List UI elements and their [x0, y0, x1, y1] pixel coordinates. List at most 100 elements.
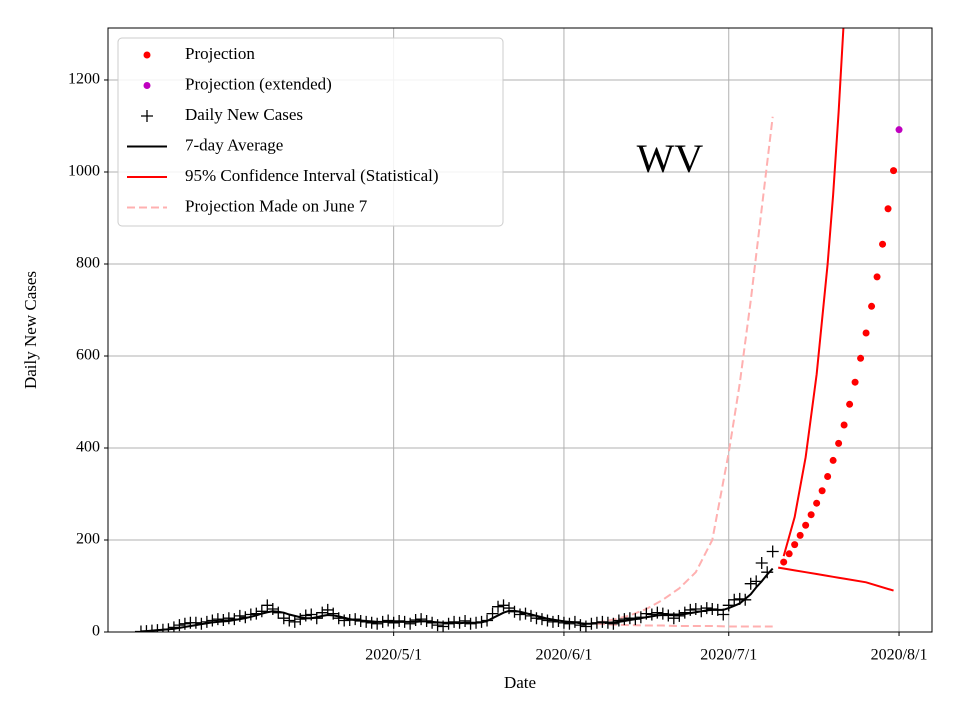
case-marker [766, 545, 779, 558]
case-marker [398, 615, 411, 628]
case-marker [310, 612, 323, 625]
case-marker [349, 613, 362, 626]
y-tick-label: 1000 [68, 163, 100, 180]
case-marker [459, 614, 472, 627]
y-tick-label: 200 [76, 531, 100, 548]
case-marker [470, 616, 483, 629]
case-marker [486, 607, 499, 620]
case-marker [195, 617, 208, 630]
case-marker [437, 620, 450, 632]
projection-dot [835, 439, 843, 447]
legend-label: Projection [185, 44, 255, 63]
projection-dot [868, 302, 876, 310]
case-marker [426, 616, 439, 629]
axes-frame [107, 27, 933, 633]
case-marker [579, 620, 592, 632]
projection-dot [824, 473, 832, 481]
projection-dot [829, 456, 837, 464]
case-marker [623, 612, 636, 625]
projection-dot [846, 400, 854, 408]
case-marker [162, 623, 175, 632]
case-marker [211, 613, 224, 626]
projection-dot [818, 487, 826, 495]
case-marker [244, 608, 257, 621]
line-upper [782, 28, 845, 557]
legend-label: 95% Confidence Interval (Statistical) [185, 166, 439, 185]
case-marker [316, 606, 329, 619]
projection-dot [895, 126, 903, 134]
case-marker [678, 606, 691, 619]
case-marker [250, 607, 263, 620]
projection-dot [802, 521, 810, 529]
case-marker [475, 615, 488, 628]
case-marker [497, 599, 510, 612]
case-marker [607, 617, 620, 630]
legend-box [117, 37, 504, 227]
case-marker [552, 614, 565, 627]
line-upper [596, 116, 774, 624]
case-marker [645, 608, 658, 621]
case-marker [689, 602, 702, 615]
x-tick-label: 2020/5/1 [365, 647, 422, 664]
projection-dot [879, 240, 887, 248]
case-marker [651, 606, 664, 619]
case-marker [409, 614, 422, 627]
case-marker [568, 615, 581, 628]
case-marker [492, 600, 505, 613]
x-tick-label: 2020/7/1 [700, 647, 757, 664]
projection-dot [813, 499, 821, 507]
case-marker [519, 607, 532, 620]
case-marker [387, 616, 400, 629]
case-marker [299, 609, 312, 622]
case-marker [228, 613, 241, 626]
legend-marker [143, 82, 151, 89]
case-marker [376, 615, 389, 628]
line-lower [596, 622, 773, 628]
projection-dot [785, 550, 793, 558]
case-marker [557, 616, 570, 629]
case-marker [239, 611, 252, 624]
case-marker [744, 577, 757, 590]
case-marker [200, 615, 213, 628]
case-marker [530, 612, 543, 625]
case-marker [514, 608, 526, 621]
case-marker [448, 615, 461, 628]
projection-dot [807, 511, 815, 519]
case-marker [695, 605, 708, 618]
case-marker [464, 617, 477, 630]
case-marker [596, 615, 609, 628]
x-tick-label: 2020/8/1 [871, 647, 928, 664]
case-marker [277, 612, 290, 625]
case-marker [189, 616, 202, 629]
case-marker [272, 606, 285, 619]
case-marker [574, 619, 587, 632]
case-marker [706, 602, 719, 615]
case-marker [343, 614, 356, 627]
case-marker [393, 614, 406, 627]
case-marker [453, 616, 466, 629]
case-marker [233, 609, 246, 622]
x-tick-label: 2020/6/1 [536, 647, 593, 664]
annotation: WV [637, 136, 704, 181]
projection-dot [840, 421, 848, 429]
grid-layer: 0 200 400 600 800 1000 1200 2020/5/1 2020/6/1 202… [68, 28, 932, 664]
case-marker [524, 609, 537, 622]
case-marker [288, 615, 301, 628]
case-marker [222, 612, 235, 625]
case-marker [733, 592, 746, 605]
case-marker [283, 614, 296, 627]
case-marker [722, 599, 735, 612]
case-marker [178, 617, 191, 630]
case-marker [673, 609, 686, 622]
case-marker [541, 614, 554, 627]
case-marker [415, 613, 428, 626]
projection-dot [873, 273, 881, 281]
legend-label: Daily New Cases [185, 105, 303, 124]
line-lower [778, 566, 894, 592]
case-marker [629, 613, 642, 626]
case-marker [535, 613, 548, 626]
case-marker [640, 607, 653, 620]
case-marker [728, 593, 741, 606]
y-tick-label: 0 [92, 623, 100, 640]
case-marker [717, 608, 730, 621]
